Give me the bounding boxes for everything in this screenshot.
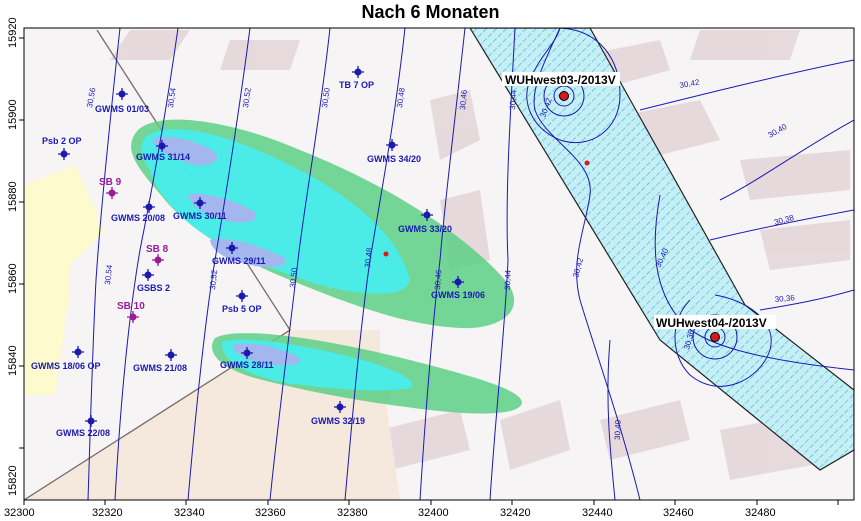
monitoring-wells: [58, 66, 464, 427]
well-labels: GWMS 01/03 TB 7 OP Psb 2 OP GWMS 31/14 G…: [31, 80, 485, 438]
contour-label: 30,50: [288, 267, 299, 288]
x-tick-label: 32400: [418, 507, 449, 519]
sounding-label: SB 8: [146, 244, 169, 255]
contour-label: 30,44: [508, 89, 518, 110]
well-marker: [452, 276, 464, 288]
well-label: GWMS 20/08: [111, 213, 165, 223]
well-label: GWMS 32/19: [311, 416, 365, 426]
well-label: GWMS 31/14: [136, 152, 190, 162]
contour-label: 30,48: [395, 87, 407, 109]
well-label: GSBS 2: [137, 283, 170, 293]
y-tick-label: 15880: [7, 181, 19, 212]
well-label: GWMS 18/06 OP: [31, 361, 101, 371]
map-background: 30,56 30,54 30,52 30,50 30,48 30,46 30,4…: [24, 28, 854, 500]
contour-label: 30,52: [241, 87, 253, 109]
well-label: GWMS 22/08: [56, 428, 110, 438]
x-tick-label: 32300: [4, 507, 35, 519]
contour-label: 30,46: [458, 89, 469, 110]
x-tick-label: 32380: [337, 507, 368, 519]
well-marker: [236, 290, 248, 302]
pumping-wells: WUHwest03-/2013V WUHwest04-/2013V: [502, 72, 776, 342]
plume-lower: [211, 333, 523, 414]
well-marker: [421, 209, 433, 221]
plume-upper: [131, 119, 515, 329]
x-axis-labels: 32300 32320 32340 32360 32380 32400 3242…: [4, 507, 776, 519]
y-tick-label: 15920: [7, 17, 19, 48]
contour-label: 30,48: [363, 247, 374, 268]
pump-well-marker: [559, 91, 569, 101]
well-marker: [334, 401, 346, 413]
well-label: GWMS 01/03: [95, 104, 149, 114]
well-marker: [165, 349, 177, 361]
contour-label: 30,44: [503, 269, 513, 290]
yellow-zone: [24, 165, 105, 395]
x-tick-label: 32320: [92, 507, 123, 519]
sounding-points: SB 9 SB 8 SB 10: [99, 177, 169, 323]
sounding-marker: [127, 311, 139, 323]
contour-label: 30,46: [433, 269, 443, 290]
x-tick-label: 32360: [255, 507, 286, 519]
well-marker: [156, 140, 168, 152]
well-label: GWMS 28/11: [220, 360, 274, 370]
well-marker: [386, 139, 398, 151]
axis-ticks: [19, 37, 839, 505]
x-tick-label: 32340: [174, 507, 205, 519]
marker-dot: [383, 251, 389, 257]
sounding-marker: [152, 254, 164, 266]
x-tick-label: 32440: [582, 507, 613, 519]
well-marker: [85, 415, 97, 427]
contour-label: 30,54: [166, 87, 178, 109]
well-marker: [58, 148, 70, 160]
well-label: Psb 5 OP: [222, 304, 262, 314]
contour-label: 30,54: [103, 264, 114, 285]
x-tick-label: 32480: [745, 507, 776, 519]
well-marker: [142, 269, 154, 281]
well-marker: [352, 66, 364, 78]
well-marker: [143, 201, 155, 213]
map-title: Nach 6 Monaten: [361, 2, 500, 22]
well-label: GWMS 34/20: [367, 154, 421, 164]
well-label: GWMS 19/06: [431, 290, 485, 300]
pump-label: WUHwest03-/2013V: [505, 73, 616, 87]
y-tick-label: 15840: [7, 345, 19, 376]
well-label: GWMS 30/11: [173, 211, 227, 221]
well-marker: [116, 88, 128, 100]
pump-well-marker: [710, 332, 720, 342]
sounding-marker: [106, 187, 118, 199]
y-axis-labels: 15920 15900 15880 15860 15840 15820: [7, 17, 19, 496]
well-label: GWMS 29/11: [212, 256, 266, 266]
y-tick-label: 15860: [7, 263, 19, 294]
well-label: Psb 2 OP: [42, 136, 82, 146]
well-label: GWMS 21/08: [133, 363, 187, 373]
well-label: GWMS 33/20: [398, 224, 452, 234]
well-marker: [226, 242, 238, 254]
contour-lines: [87, 28, 854, 500]
contour-label: 30,42: [679, 78, 701, 90]
contour-label: 30,52: [208, 269, 219, 290]
well-marker: [72, 346, 84, 358]
plot-frame: [23, 27, 855, 501]
marker-dot: [584, 160, 590, 166]
x-tick-label: 32460: [663, 507, 694, 519]
well-label: TB 7 OP: [339, 80, 374, 90]
pump-label: WUHwest04-/2013V: [656, 316, 767, 330]
sounding-label: SB 9: [99, 177, 122, 188]
well-marker: [194, 197, 206, 209]
contour-label: 30,50: [320, 87, 332, 109]
y-tick-label: 15820: [7, 465, 19, 496]
contour-label: 30,56: [85, 87, 97, 109]
sounding-label: SB 10: [117, 301, 145, 312]
x-tick-label: 32420: [500, 507, 531, 519]
well-marker: [241, 347, 253, 359]
contour-label: 30,40: [613, 419, 623, 440]
contour-label: 30,36: [774, 293, 795, 304]
y-tick-label: 15900: [7, 99, 19, 130]
